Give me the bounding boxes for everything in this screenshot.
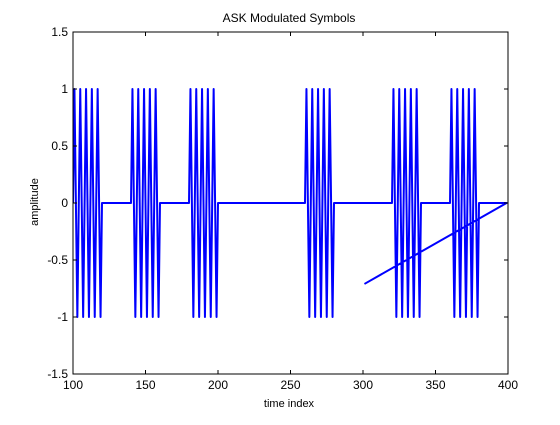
- x-tick-label: 200: [208, 378, 228, 392]
- x-tick-label: 150: [135, 378, 155, 392]
- chart-title: ASK Modulated Symbols: [223, 11, 356, 25]
- x-tick-label: 350: [425, 378, 445, 392]
- x-tick-label: 300: [353, 378, 373, 392]
- y-tick-label: -0.5: [47, 253, 68, 267]
- y-tick-label: 1.5: [51, 25, 68, 39]
- y-tick-label: 1: [61, 82, 68, 96]
- series-line: [73, 88, 508, 318]
- y-tick-label: -1: [57, 310, 68, 324]
- x-tick-label: 400: [498, 378, 518, 392]
- y-tick-label: -1.5: [47, 367, 68, 381]
- y-tick-label: 0: [61, 196, 68, 210]
- x-tick-label: 250: [280, 378, 300, 392]
- y-tick-label: 0.5: [51, 139, 68, 153]
- y-axis-label: amplitude: [29, 178, 41, 226]
- x-axis-label: time index: [264, 398, 315, 410]
- plot-area: 100 150 200 250 300 350 400 -1.5 -1 -0.5 0 0.5 1 1.5: [47, 25, 518, 392]
- x-tick-label: 100: [63, 378, 83, 392]
